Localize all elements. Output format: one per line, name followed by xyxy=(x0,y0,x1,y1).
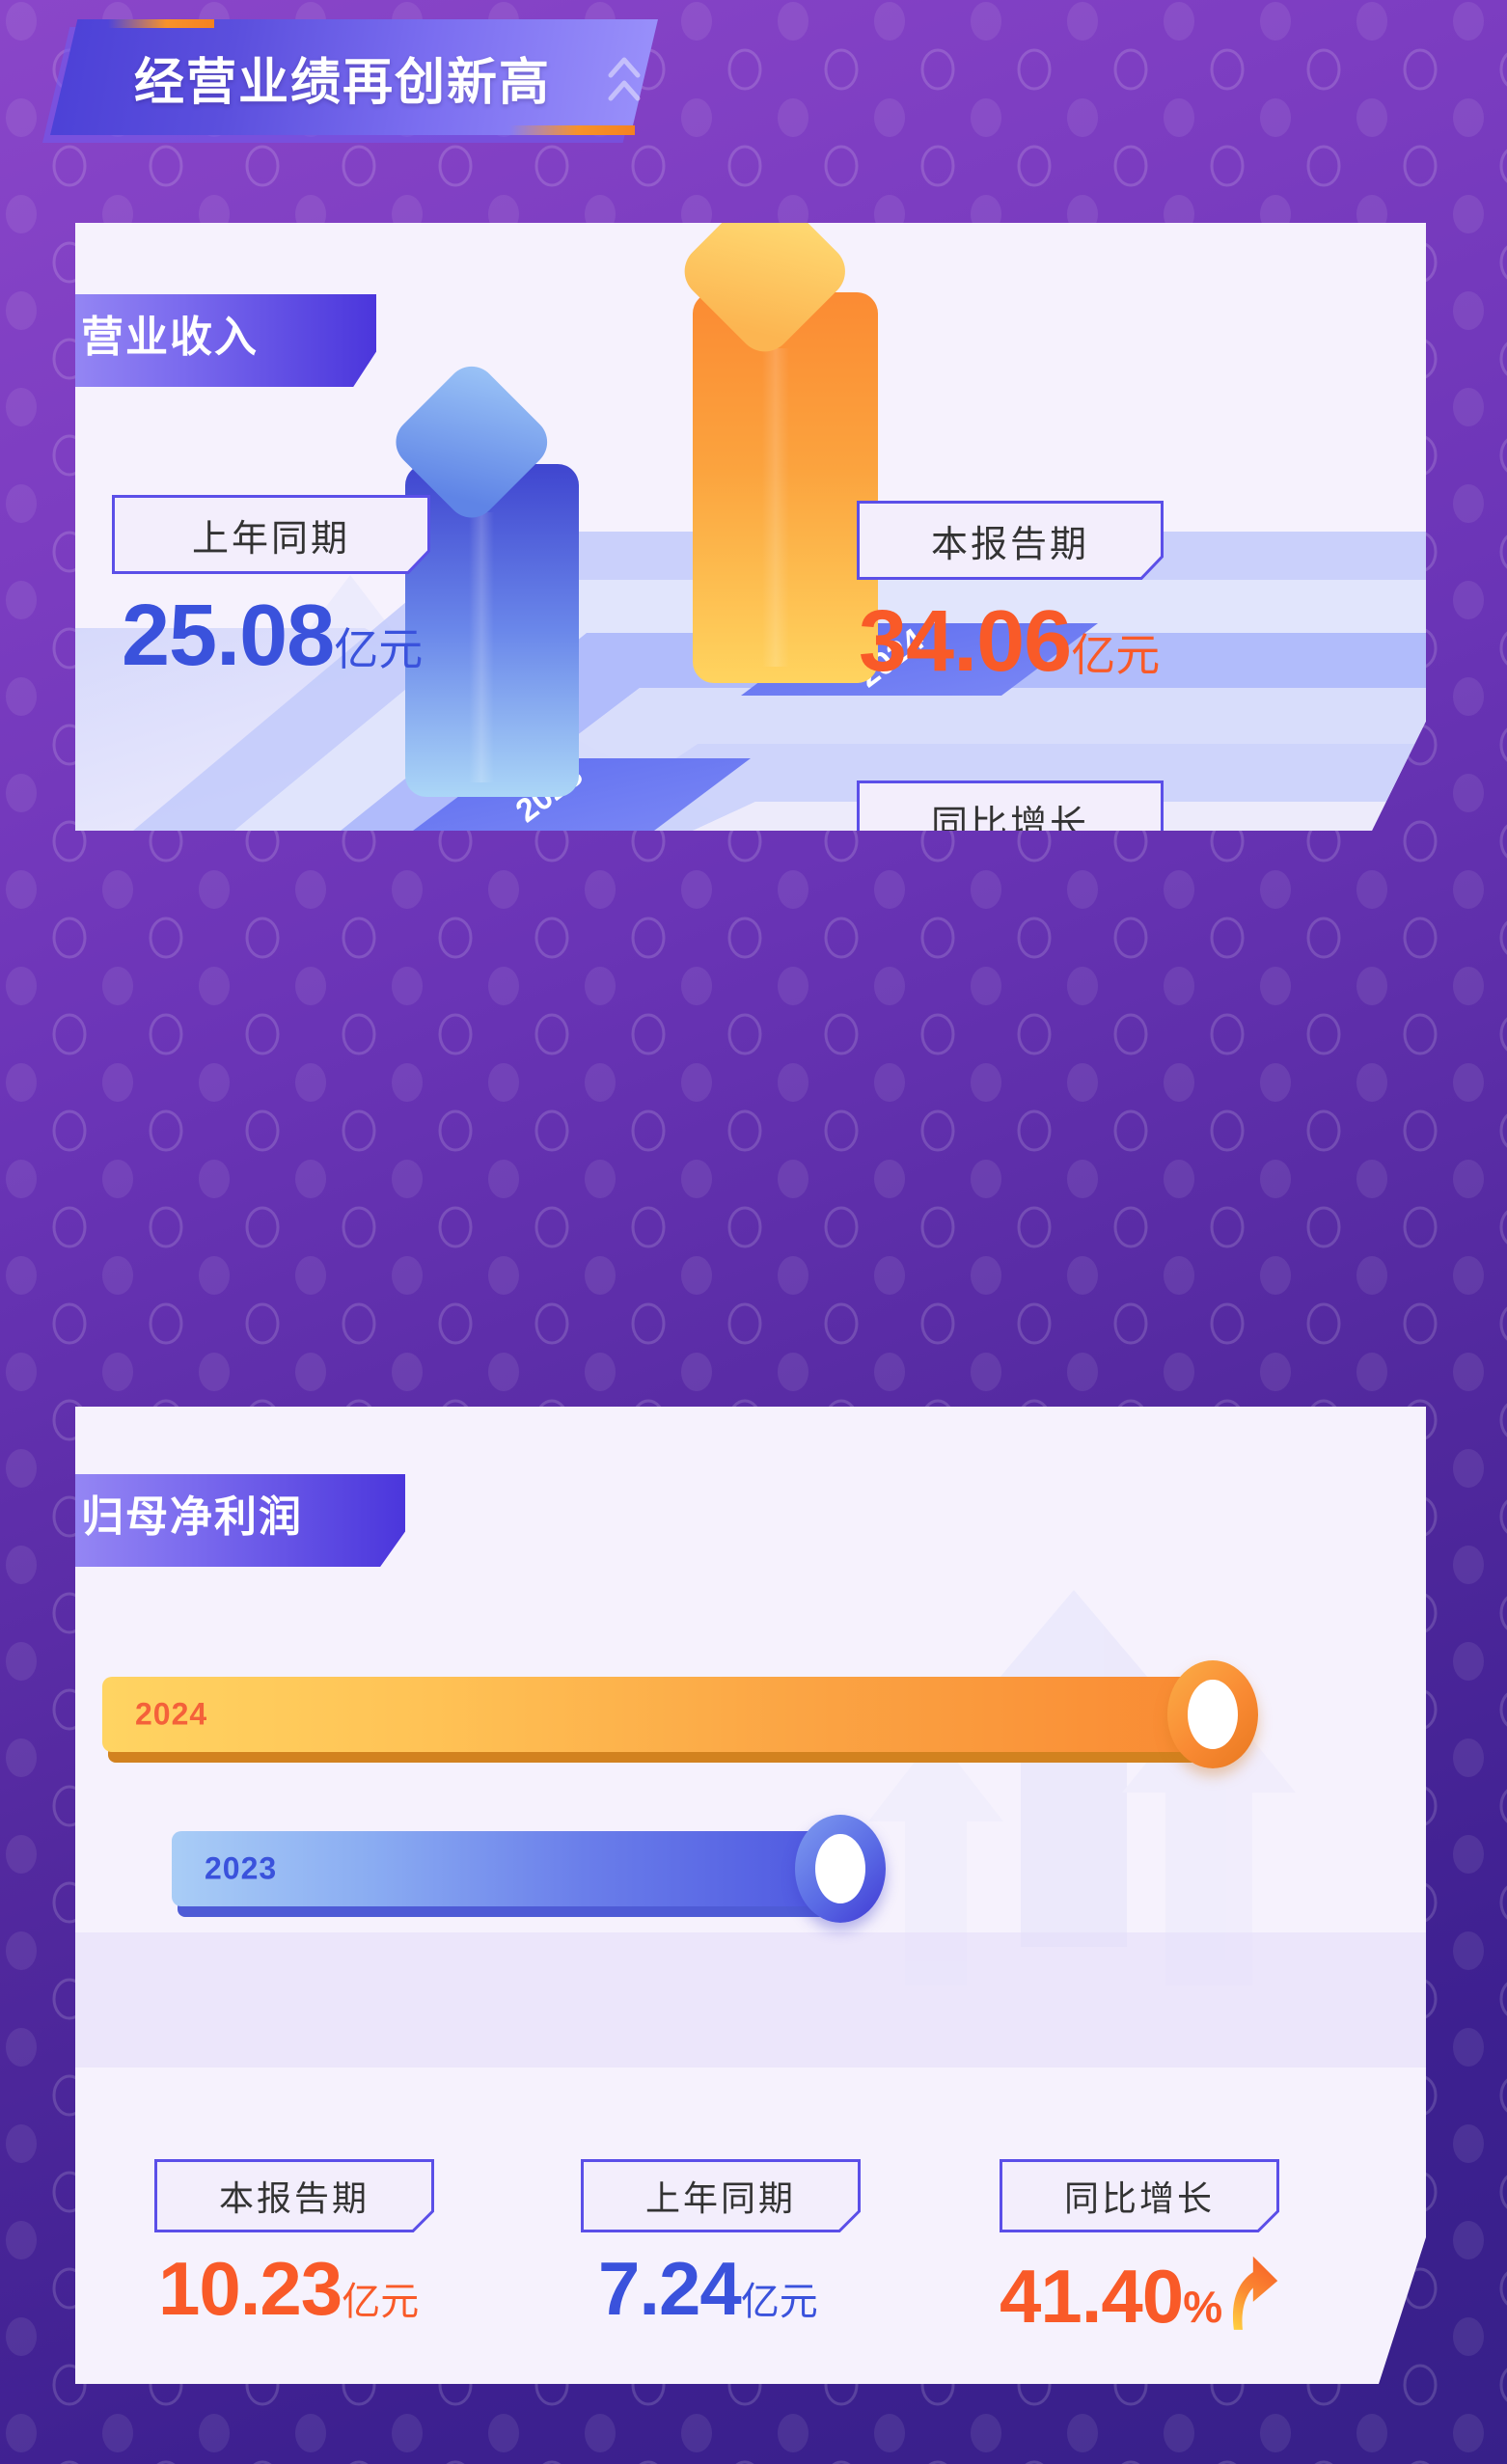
section-tag-background xyxy=(75,1474,405,1567)
revenue-current-period-value-group: 34.06亿元 xyxy=(857,598,1164,685)
profit-prior-period-value: 7.24 xyxy=(598,2246,742,2331)
profit-current-period-chip: 本报告期 xyxy=(154,2159,434,2232)
revenue-current-period-unit: 亿元 xyxy=(1071,630,1161,680)
progress-2024-year-label: 2024 xyxy=(135,1696,208,1732)
profit-growth-label: 同比增长 xyxy=(1063,2178,1215,2218)
progress-2024-knob[interactable] xyxy=(1167,1660,1258,1768)
profit-prior-period-stat: 上年同期 7.24亿元 xyxy=(581,2159,861,2326)
revenue-growth-chip: 同比增长 xyxy=(857,780,1164,845)
progress-2023-knob-inner xyxy=(815,1834,865,1903)
revenue-prior-period-value: 25.08 xyxy=(122,588,335,684)
progress-2024-fill xyxy=(102,1677,1212,1752)
profit-progress-2024[interactable]: 2024 xyxy=(102,1660,1260,1768)
profit-current-period-value: 10.23 xyxy=(158,2246,342,2331)
profit-current-period-stat: 本报告期 10.23亿元 xyxy=(154,2159,434,2326)
revenue-card: 2023 2024 xyxy=(75,223,1426,831)
profit-card: 归母净利润 2024 2023 xyxy=(75,1407,1426,2384)
profit-current-period-value-group: 10.23亿元 xyxy=(154,2251,434,2326)
revenue-prior-period-chip: 上年同期 xyxy=(112,495,430,574)
arrow-up-curved-icon xyxy=(1233,2256,1278,2330)
profit-growth-value: 41.40 xyxy=(1000,2254,1184,2339)
profit-current-period-label: 本报告期 xyxy=(218,2178,370,2218)
section-tag-profit: 归母净利润 xyxy=(75,1474,405,1567)
profit-prior-period-chip: 上年同期 xyxy=(581,2159,861,2232)
revenue-isometric-bar-chart: 2023 2024 xyxy=(75,223,1426,831)
progress-2023-fill xyxy=(172,1831,837,1906)
revenue-current-period-stat: 本报告期 34.06亿元 xyxy=(857,501,1164,685)
revenue-prior-period-label: 上年同期 xyxy=(191,518,350,560)
chevron-up-double-icon xyxy=(608,57,641,101)
profit-progress-2023[interactable]: 2023 xyxy=(172,1815,944,1923)
revenue-current-period-label: 本报告期 xyxy=(930,524,1089,565)
bar-2024-orange xyxy=(673,223,878,683)
revenue-current-period-value: 34.06 xyxy=(859,593,1072,690)
profit-prior-period-label: 上年同期 xyxy=(644,2178,796,2218)
profit-prior-period-value-group: 7.24亿元 xyxy=(581,2251,861,2326)
revenue-prior-period-unit: 亿元 xyxy=(334,624,424,674)
revenue-growth-label: 同比增长 xyxy=(930,804,1089,845)
profit-current-period-unit: 亿元 xyxy=(342,2281,420,2323)
profit-prior-period-unit: 亿元 xyxy=(740,2281,818,2323)
header-accent-bar-bottom xyxy=(509,125,635,135)
header-banner: 经营业绩再创新高 xyxy=(42,19,658,143)
progress-2024-knob-inner xyxy=(1188,1680,1238,1749)
profit-growth-stat: 同比增长 41.40% xyxy=(1000,2159,1279,2334)
revenue-growth-stat: 同比增长 35.82% xyxy=(857,780,1176,845)
profit-growth-value-group: 41.40% xyxy=(1000,2251,1279,2334)
profit-growth-chip: 同比增长 xyxy=(1000,2159,1279,2232)
revenue-current-period-chip: 本报告期 xyxy=(857,501,1164,580)
revenue-prior-period-value-group: 25.08亿元 xyxy=(112,592,430,679)
progress-2023-year-label: 2023 xyxy=(205,1850,278,1886)
section-tag-revenue: 营业收入 xyxy=(75,294,376,387)
progress-2023-knob[interactable] xyxy=(795,1815,886,1923)
header-banner-slab xyxy=(50,19,658,135)
section-tag-label: 营业收入 xyxy=(81,314,259,361)
bar-2023-blue xyxy=(386,356,579,797)
section-tag-background xyxy=(75,294,376,387)
profit-growth-unit: % xyxy=(1183,2282,1222,2332)
section-tag-label: 归母净利润 xyxy=(81,1493,303,1541)
revenue-prior-period-stat: 上年同期 25.08亿元 xyxy=(112,495,430,679)
page-title: 经营业绩再创新高 xyxy=(133,54,551,111)
header-accent-bar-top xyxy=(108,19,214,28)
